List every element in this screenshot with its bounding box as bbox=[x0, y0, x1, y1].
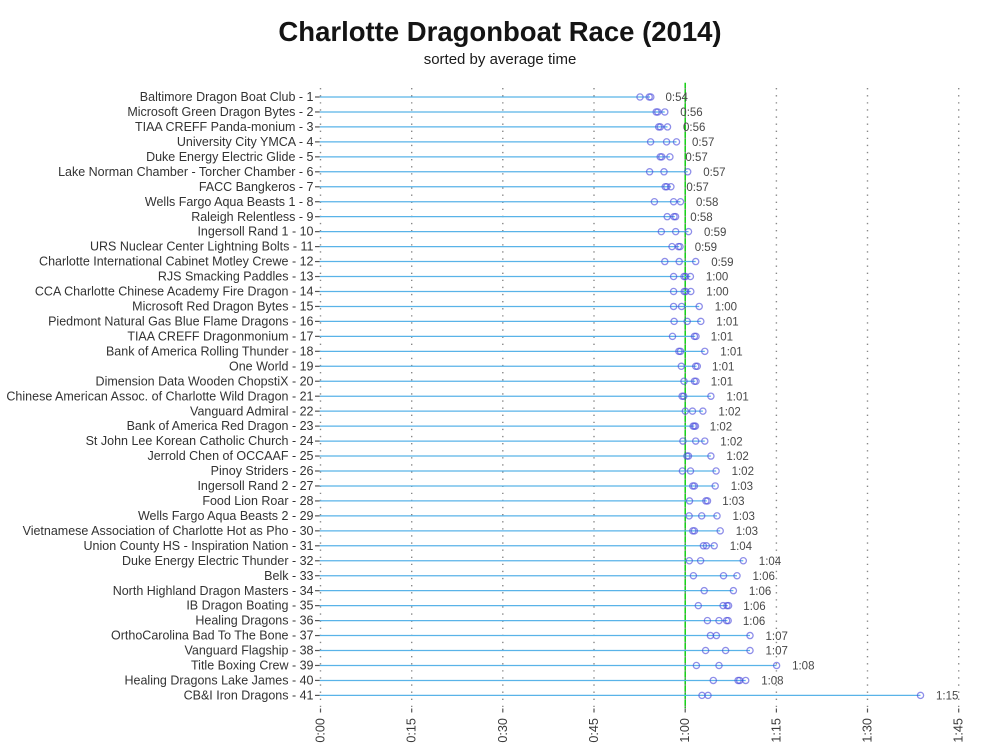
svg-text:IB Dragon Boating - 35: IB Dragon Boating - 35 bbox=[186, 599, 313, 613]
svg-text:Wells Fargo Aqua Beasts 2 - 29: Wells Fargo Aqua Beasts 2 - 29 bbox=[138, 509, 314, 523]
svg-text:0:58: 0:58 bbox=[696, 197, 718, 209]
svg-text:sorted by average time: sorted by average time bbox=[424, 51, 577, 68]
svg-text:1:06: 1:06 bbox=[753, 571, 775, 583]
svg-text:1:01: 1:01 bbox=[726, 391, 748, 403]
svg-text:1:03: 1:03 bbox=[736, 526, 758, 538]
svg-text:0:59: 0:59 bbox=[695, 242, 717, 254]
svg-text:1:03: 1:03 bbox=[733, 511, 755, 523]
svg-text:North Highland Dragon Masters: North Highland Dragon Masters - 34 bbox=[113, 584, 314, 598]
svg-text:Chinese American Assoc. of Cha: Chinese American Assoc. of Charlotte Wil… bbox=[6, 389, 313, 403]
svg-text:1:06: 1:06 bbox=[743, 601, 765, 613]
svg-text:1:15: 1:15 bbox=[936, 691, 958, 703]
svg-text:Piedmont Natural Gas Blue Flam: Piedmont Natural Gas Blue Flame Dragons … bbox=[48, 315, 313, 329]
svg-text:Dimension Data Wooden ChopstiX: Dimension Data Wooden ChopstiX - 20 bbox=[96, 374, 314, 388]
svg-text:Ingersoll Rand 2 - 27: Ingersoll Rand 2 - 27 bbox=[197, 479, 313, 493]
svg-text:Belk - 33: Belk - 33 bbox=[264, 569, 313, 583]
svg-text:Bank of America Rolling Thunde: Bank of America Rolling Thunder - 18 bbox=[106, 344, 314, 358]
svg-text:Microsoft Green Dragon Bytes -: Microsoft Green Dragon Bytes - 2 bbox=[127, 105, 313, 119]
svg-text:1:15: 1:15 bbox=[769, 718, 783, 743]
svg-text:Bank of America Red Dragon - 2: Bank of America Red Dragon - 23 bbox=[127, 419, 314, 433]
svg-text:Jerrold Chen of OCCAAF - 25: Jerrold Chen of OCCAAF - 25 bbox=[147, 449, 313, 463]
svg-text:Food Lion Roar - 28: Food Lion Roar - 28 bbox=[202, 494, 313, 508]
svg-text:St John Lee Korean Catholic Ch: St John Lee Korean Catholic Church - 24 bbox=[86, 434, 314, 448]
svg-text:University City YMCA - 4: University City YMCA - 4 bbox=[177, 135, 314, 149]
svg-text:Pinoy Striders - 26: Pinoy Striders - 26 bbox=[211, 464, 314, 478]
svg-text:CB&I Iron Dragons - 41: CB&I Iron Dragons - 41 bbox=[184, 689, 314, 703]
svg-text:0:57: 0:57 bbox=[685, 152, 707, 164]
svg-text:1:01: 1:01 bbox=[712, 361, 734, 373]
svg-text:0:57: 0:57 bbox=[692, 137, 714, 149]
svg-text:TIAA CREFF Panda-monium - 3: TIAA CREFF Panda-monium - 3 bbox=[135, 120, 314, 134]
svg-text:Baltimore Dragon Boat Club - 1: Baltimore Dragon Boat Club - 1 bbox=[140, 90, 314, 104]
svg-text:1:07: 1:07 bbox=[766, 631, 788, 643]
svg-text:0:30: 0:30 bbox=[496, 718, 510, 743]
svg-text:Title Boxing Crew - 39: Title Boxing Crew - 39 bbox=[191, 659, 314, 673]
svg-text:Healing Dragons - 36: Healing Dragons - 36 bbox=[195, 614, 313, 628]
svg-text:1:00: 1:00 bbox=[715, 302, 737, 314]
svg-text:Charlotte International Cabine: Charlotte International Cabinet Motley C… bbox=[39, 255, 313, 269]
svg-text:1:03: 1:03 bbox=[722, 496, 744, 508]
svg-text:1:01: 1:01 bbox=[711, 332, 733, 344]
svg-text:1:06: 1:06 bbox=[743, 616, 765, 628]
svg-text:0:45: 0:45 bbox=[587, 718, 601, 743]
svg-text:Wells Fargo Aqua Beasts 1 - 8: Wells Fargo Aqua Beasts 1 - 8 bbox=[145, 195, 314, 209]
svg-text:URS Nuclear Center Lightning B: URS Nuclear Center Lightning Bolts - 11 bbox=[90, 240, 314, 254]
svg-text:Duke Energy Electric Thunder -: Duke Energy Electric Thunder - 32 bbox=[122, 554, 314, 568]
svg-text:1:02: 1:02 bbox=[710, 421, 732, 433]
svg-text:1:07: 1:07 bbox=[766, 646, 788, 658]
svg-text:0:57: 0:57 bbox=[703, 167, 725, 179]
svg-text:Charlotte Dragonboat Race (201: Charlotte Dragonboat Race (2014) bbox=[278, 16, 721, 47]
svg-text:OrthoCarolina Bad To The Bone: OrthoCarolina Bad To The Bone - 37 bbox=[111, 629, 313, 643]
svg-text:1:03: 1:03 bbox=[731, 481, 753, 493]
svg-text:1:30: 1:30 bbox=[861, 718, 875, 743]
svg-text:0:59: 0:59 bbox=[711, 257, 733, 269]
svg-text:0:00: 0:00 bbox=[314, 718, 328, 743]
svg-text:0:56: 0:56 bbox=[680, 107, 702, 119]
svg-text:1:02: 1:02 bbox=[718, 406, 740, 418]
svg-text:1:08: 1:08 bbox=[761, 676, 783, 688]
svg-text:Vanguard Flagship - 38: Vanguard Flagship - 38 bbox=[184, 644, 313, 658]
svg-text:FACC Bangkeros - 7: FACC Bangkeros - 7 bbox=[199, 180, 314, 194]
svg-text:1:02: 1:02 bbox=[732, 466, 754, 478]
svg-text:1:00: 1:00 bbox=[706, 272, 728, 284]
svg-text:0:57: 0:57 bbox=[686, 182, 708, 194]
svg-text:Raleigh Relentless - 9: Raleigh Relentless - 9 bbox=[191, 210, 313, 224]
svg-text:1:01: 1:01 bbox=[716, 317, 738, 329]
svg-text:1:04: 1:04 bbox=[730, 541, 753, 553]
svg-text:TIAA CREFF Dragonmonium - 17: TIAA CREFF Dragonmonium - 17 bbox=[127, 329, 313, 343]
svg-text:1:06: 1:06 bbox=[749, 586, 771, 598]
svg-text:Vietnamese Association of Char: Vietnamese Association of Charlotte Hot … bbox=[23, 524, 314, 538]
svg-text:1:00: 1:00 bbox=[678, 718, 692, 743]
svg-text:Healing Dragons Lake James - 4: Healing Dragons Lake James - 40 bbox=[125, 674, 314, 688]
svg-text:0:58: 0:58 bbox=[690, 212, 712, 224]
svg-text:RJS Smacking Paddles - 13: RJS Smacking Paddles - 13 bbox=[158, 270, 314, 284]
svg-text:0:15: 0:15 bbox=[405, 718, 419, 743]
svg-text:Duke Energy Electric Glide - 5: Duke Energy Electric Glide - 5 bbox=[146, 150, 313, 164]
svg-text:CCA Charlotte Chinese Academy: CCA Charlotte Chinese Academy Fire Drago… bbox=[35, 285, 314, 299]
svg-text:0:59: 0:59 bbox=[704, 227, 726, 239]
svg-text:1:08: 1:08 bbox=[792, 661, 814, 673]
svg-text:0:54: 0:54 bbox=[666, 92, 689, 104]
svg-text:1:02: 1:02 bbox=[726, 451, 748, 463]
svg-text:1:01: 1:01 bbox=[711, 376, 733, 388]
svg-text:1:04: 1:04 bbox=[759, 556, 782, 568]
svg-text:1:45: 1:45 bbox=[952, 718, 966, 743]
svg-text:One World - 19: One World - 19 bbox=[229, 359, 314, 373]
svg-text:Vanguard Admiral - 22: Vanguard Admiral - 22 bbox=[190, 404, 313, 418]
svg-text:Microsoft Red Dragon Bytes - 1: Microsoft Red Dragon Bytes - 15 bbox=[132, 300, 313, 314]
svg-text:Lake Norman Chamber - Torcher: Lake Norman Chamber - Torcher Chamber - … bbox=[58, 165, 313, 179]
svg-text:0:56: 0:56 bbox=[683, 122, 705, 134]
svg-text:1:00: 1:00 bbox=[706, 287, 728, 299]
svg-text:1:01: 1:01 bbox=[720, 347, 742, 359]
svg-text:1:02: 1:02 bbox=[720, 436, 742, 448]
svg-text:Ingersoll Rand 1 - 10: Ingersoll Rand 1 - 10 bbox=[197, 225, 313, 239]
svg-text:Union County HS - Inspiration: Union County HS - Inspiration Nation - 3… bbox=[84, 539, 314, 553]
